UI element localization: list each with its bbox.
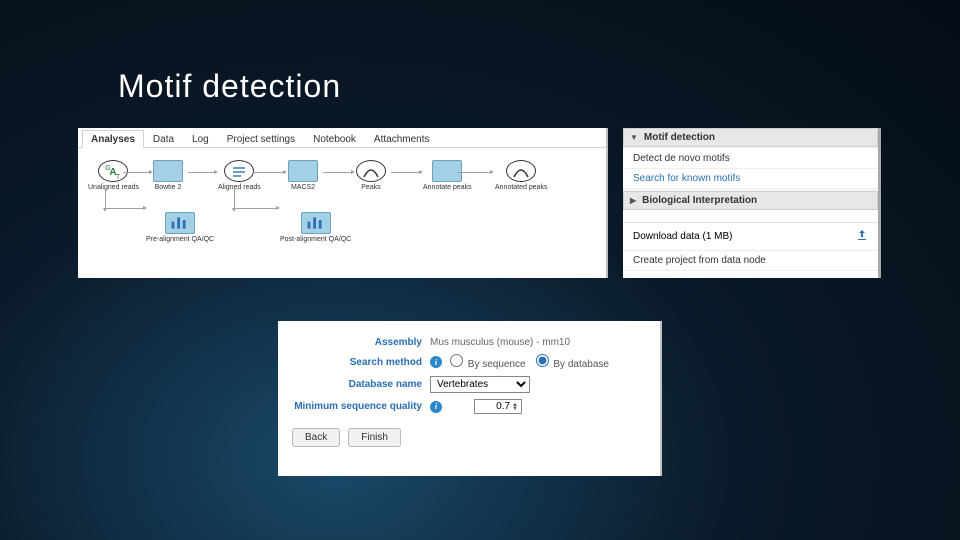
workflow-panel: Analyses Data Log Project settings Noteb… — [78, 128, 608, 278]
accordion-motif-detection[interactable]: ▼ Motif detection — [623, 128, 878, 147]
row-assembly: Assembly Mus musculus (mouse) - mm10 — [292, 337, 646, 348]
label-search-method: Search method — [292, 357, 422, 368]
form-panel: Assembly Mus musculus (mouse) - mm10 Sea… — [278, 321, 662, 476]
download-label: Download data (1 MB) — [633, 231, 733, 242]
node-macs2[interactable]: MACS2 — [288, 160, 318, 191]
node-label: Post-alignment QA/QC — [280, 236, 351, 243]
row-min-quality: Minimum sequence quality i 0.7 ▲▼ — [292, 399, 646, 414]
node-post-qaqc[interactable]: Post-alignment QA/QC — [280, 212, 351, 243]
qc-icon — [165, 212, 195, 234]
tab-attachments[interactable]: Attachments — [365, 130, 439, 147]
accordion-body: Detect de novo motifs Search for known m… — [623, 147, 878, 191]
node-pre-qaqc[interactable]: Pre-alignment QA/QC — [146, 212, 214, 243]
svg-text:G: G — [106, 165, 111, 172]
edge — [458, 172, 490, 173]
item-search-known-motifs[interactable]: Search for known motifs — [623, 169, 878, 189]
node-label: Pre-alignment QA/QC — [146, 236, 214, 243]
node-annotated-peaks[interactable]: Annotated peaks — [495, 160, 548, 191]
edge — [234, 188, 235, 208]
workflow-canvas: AGT Unaligned reads Bowtie 2 Aligned rea… — [78, 148, 606, 276]
tab-analyses[interactable]: Analyses — [82, 130, 144, 148]
tab-notebook[interactable]: Notebook — [304, 130, 365, 147]
form-button-row: Back Finish — [292, 428, 646, 447]
node-label: Peaks — [356, 184, 386, 191]
edge — [391, 172, 419, 173]
spinner-buttons[interactable]: ▲▼ — [512, 403, 518, 411]
label-assembly: Assembly — [292, 337, 422, 348]
sidebar-panel: ▼ Motif detection Detect de novo motifs … — [623, 128, 881, 278]
info-icon[interactable]: i — [430, 356, 442, 368]
node-annotate-peaks[interactable]: Annotate peaks — [423, 160, 472, 191]
tool-icon — [153, 160, 183, 182]
node-label: Unaligned reads — [88, 184, 139, 191]
node-label: MACS2 — [288, 184, 318, 191]
node-aligned-reads[interactable]: Aligned reads — [218, 160, 261, 191]
label-database-name: Database name — [292, 379, 422, 390]
node-bowtie2[interactable]: Bowtie 2 — [153, 160, 183, 191]
accordion-biological-interpretation[interactable]: ▶ Biological Interpretation — [623, 191, 878, 210]
item-create-project[interactable]: Create project from data node — [623, 250, 878, 271]
node-label: Aligned reads — [218, 184, 261, 191]
qc-icon — [301, 212, 331, 234]
value-assembly: Mus musculus (mouse) - mm10 — [430, 337, 570, 348]
radio-by-database[interactable]: By database — [536, 354, 609, 370]
tab-project-settings[interactable]: Project settings — [218, 130, 304, 147]
export-icon[interactable] — [856, 229, 868, 244]
tab-data[interactable]: Data — [144, 130, 183, 147]
svg-text:T: T — [116, 174, 121, 181]
edge — [105, 188, 106, 208]
node-peaks[interactable]: Peaks — [356, 160, 386, 191]
row-database-name: Database name Vertebrates — [292, 376, 646, 393]
node-unaligned-reads[interactable]: AGT Unaligned reads — [88, 160, 139, 191]
peaks-icon — [356, 160, 386, 182]
edge — [105, 208, 143, 209]
finish-button[interactable]: Finish — [348, 428, 401, 447]
input-min-quality[interactable]: 0.7 ▲▼ — [474, 399, 522, 414]
edge — [253, 172, 283, 173]
chevron-right-icon: ▶ — [630, 196, 636, 205]
tab-bar: Analyses Data Log Project settings Noteb… — [78, 128, 606, 148]
annotated-peaks-icon — [506, 160, 536, 182]
node-label: Bowtie 2 — [153, 184, 183, 191]
reads-icon: AGT — [98, 160, 128, 182]
label-min-quality: Minimum sequence quality — [292, 401, 422, 412]
tool-icon — [432, 160, 462, 182]
node-label: Annotated peaks — [495, 184, 548, 191]
edge — [188, 172, 214, 173]
info-icon[interactable]: i — [430, 401, 442, 413]
edge — [323, 172, 351, 173]
slide-title: Motif detection — [118, 68, 341, 105]
node-label: Annotate peaks — [423, 184, 472, 191]
tool-icon — [288, 160, 318, 182]
accordion-title: Biological Interpretation — [642, 195, 757, 206]
back-button[interactable]: Back — [292, 428, 340, 447]
select-database-name[interactable]: Vertebrates — [430, 376, 530, 393]
radio-by-sequence[interactable]: By sequence — [450, 354, 526, 370]
download-row[interactable]: Download data (1 MB) — [623, 222, 878, 250]
edge — [234, 208, 276, 209]
item-detect-de-novo[interactable]: Detect de novo motifs — [623, 149, 878, 169]
tab-log[interactable]: Log — [183, 130, 218, 147]
aligned-icon — [224, 160, 254, 182]
edge — [123, 172, 149, 173]
chevron-down-icon: ▼ — [630, 133, 638, 142]
row-search-method: Search method i By sequence By database — [292, 354, 646, 370]
radio-group-search-method: By sequence By database — [450, 354, 609, 370]
accordion-title: Motif detection — [644, 132, 715, 143]
